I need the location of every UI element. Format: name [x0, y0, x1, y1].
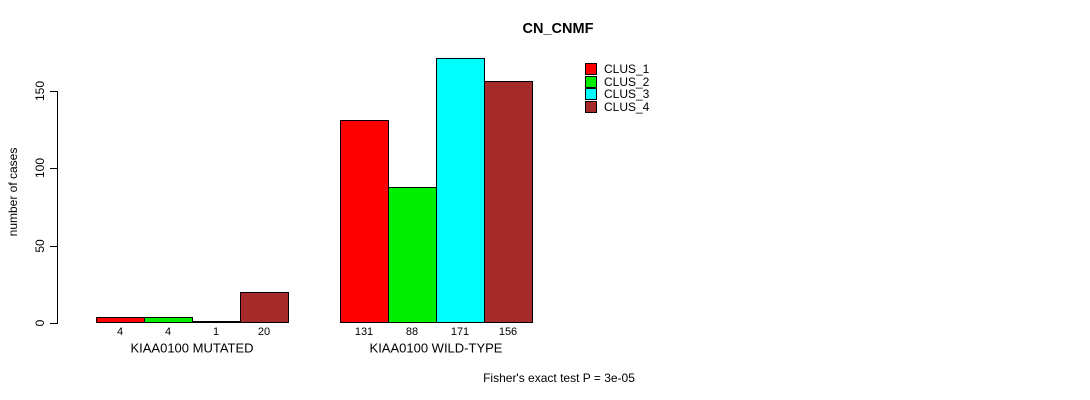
y-tick-label: 0 — [33, 319, 47, 327]
bar-value-label: 171 — [450, 326, 470, 338]
bar-clus-3 — [436, 58, 485, 323]
bar-clus-1 — [340, 120, 389, 323]
bar-value-label: 20 — [257, 326, 271, 338]
bar-value-label: 4 — [164, 326, 172, 338]
stat-test-annotation: Fisher's exact test P = 3e-05 — [483, 371, 635, 385]
legend-swatch-icon — [585, 63, 597, 76]
y-axis-label: number of cases — [6, 147, 20, 237]
y-tick — [50, 323, 57, 324]
legend-item: CLUS_3 — [585, 88, 649, 101]
group-label: KIAA0100 WILD-TYPE — [369, 340, 503, 356]
y-axis-line — [57, 90, 58, 324]
legend-swatch-icon — [585, 88, 597, 101]
bar-clus-2 — [144, 317, 193, 323]
bar-value-label: 156 — [498, 326, 518, 338]
legend-item: CLUS_2 — [585, 74, 650, 89]
legend-item: CLUS_4 — [585, 99, 650, 114]
bar-clus-4 — [484, 81, 533, 323]
y-tick-label: 150 — [33, 80, 47, 101]
group-label: KIAA0100 MUTATED — [130, 340, 254, 356]
bar-clus-4 — [240, 292, 289, 323]
bar-value-label: 131 — [354, 326, 374, 338]
bar-value-label: 4 — [116, 326, 124, 338]
y-tick-label: 50 — [33, 238, 47, 253]
y-tick — [50, 246, 57, 247]
legend-label: CLUS_4 — [604, 99, 650, 114]
bar-clus-2 — [388, 187, 437, 323]
legend-label: CLUS_3 — [604, 87, 650, 101]
bar-value-label: 88 — [405, 326, 419, 338]
y-tick — [50, 168, 57, 169]
legend: CLUS_1 CLUS_2 CLUS_3 CLUS_4 — [585, 63, 649, 113]
legend-swatch-icon — [585, 75, 597, 88]
bar-clus-3 — [192, 321, 241, 323]
legend-label: CLUS_1 — [604, 62, 650, 76]
y-tick-label: 100 — [33, 157, 47, 179]
bar-clus-1 — [96, 317, 145, 323]
legend-swatch-icon — [585, 100, 597, 113]
chart-title: CN_CNMF — [522, 21, 594, 37]
legend-label: CLUS_2 — [604, 74, 650, 89]
legend-item: CLUS_1 — [585, 63, 649, 76]
bar-value-label: 1 — [212, 326, 220, 338]
y-tick — [50, 91, 57, 92]
